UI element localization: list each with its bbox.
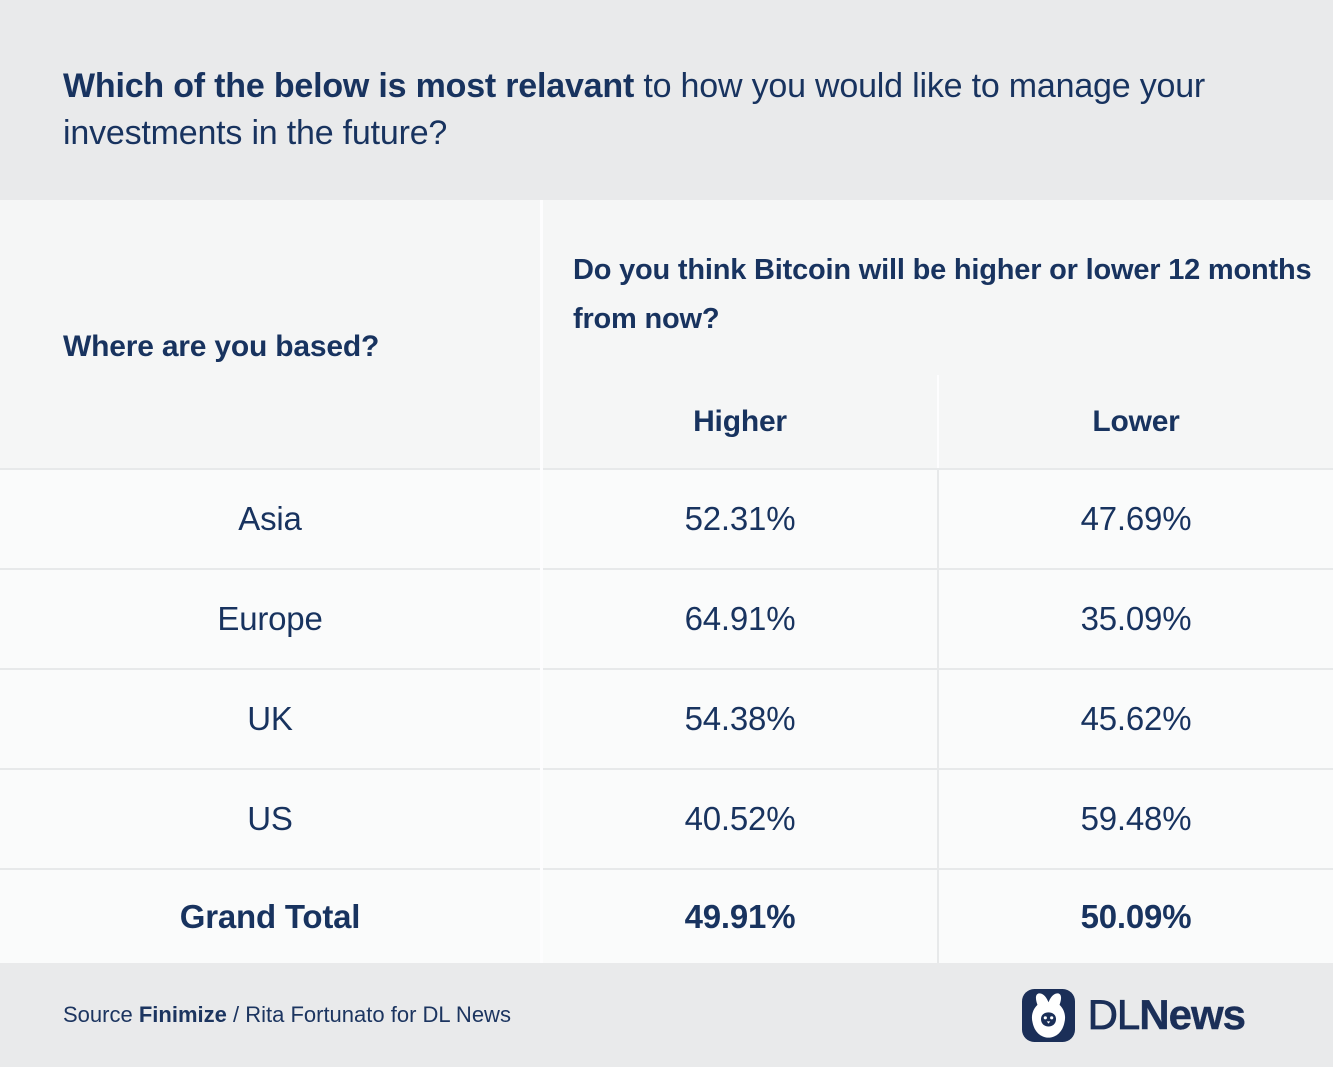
cell-europe-higher: 64.91% xyxy=(543,568,937,668)
cell-uk-lower: 45.62% xyxy=(937,668,1333,768)
cell-total-lower: 50.09% xyxy=(937,868,1333,963)
source-rest: / Rita Fortunato for DL News xyxy=(232,1002,511,1027)
column-header-higher: Higher xyxy=(543,375,937,468)
table-row-us: 40.52% 59.48% xyxy=(543,768,1333,868)
logo-text-news: News xyxy=(1139,991,1246,1038)
table-row-asia: 52.31% 47.69% xyxy=(543,468,1333,568)
title-band: Which of the below is most relavant to h… xyxy=(0,0,1333,200)
source-name: Finimize xyxy=(138,1002,227,1027)
logo-text-dl: DL xyxy=(1087,991,1140,1039)
source-credit: Source Finimize / Rita Fortunato for DL … xyxy=(63,1002,511,1028)
grand-total-label: Grand Total xyxy=(0,868,540,963)
row-label-us: US xyxy=(0,768,540,868)
footer: Source Finimize / Rita Fortunato for DL … xyxy=(0,963,1333,1067)
column-header-lower: Lower xyxy=(937,375,1333,468)
row-label-uk: UK xyxy=(0,668,540,768)
values-column-group: Do you think Bitcoin will be higher or l… xyxy=(543,200,1333,963)
dlnews-wordmark: DLNews xyxy=(1087,991,1246,1039)
crosstab-table: Where are you based? Asia Europe UK US G… xyxy=(0,200,1333,963)
cell-us-higher: 40.52% xyxy=(543,768,937,868)
dlnews-logo: DLNews xyxy=(1021,988,1246,1042)
cell-us-lower: 59.48% xyxy=(937,768,1333,868)
table-row-europe: 64.91% 35.09% xyxy=(543,568,1333,668)
table-row-grand-total: 49.91% 50.09% xyxy=(543,868,1333,963)
row-label-asia: Asia xyxy=(0,468,540,568)
row-axis-header: Where are you based? xyxy=(0,200,540,468)
column-axis-label: Do you think Bitcoin will be higher or l… xyxy=(573,253,1312,335)
cell-uk-higher: 54.38% xyxy=(543,668,937,768)
title-bold-segment: Which of the below is most relavant xyxy=(63,67,635,105)
row-axis-label: Where are you based? xyxy=(63,330,380,363)
title-regular-segment: to how you would like to manage your inv… xyxy=(63,67,1206,152)
column-axis-header: Do you think Bitcoin will be higher or l… xyxy=(543,200,1333,375)
cell-asia-lower: 47.69% xyxy=(937,468,1333,568)
source-label: Source xyxy=(63,1002,133,1027)
column-headers-row: Higher Lower xyxy=(543,375,1333,468)
region-column: Where are you based? Asia Europe UK US G… xyxy=(0,200,540,963)
row-label-europe: Europe xyxy=(0,568,540,668)
cell-asia-higher: 52.31% xyxy=(543,468,937,568)
page-title: Which of the below is most relavant to h… xyxy=(63,63,1213,157)
cell-total-higher: 49.91% xyxy=(543,868,937,963)
dlnews-llama-icon xyxy=(1021,988,1075,1042)
table-row-uk: 54.38% 45.62% xyxy=(543,668,1333,768)
cell-europe-lower: 35.09% xyxy=(937,568,1333,668)
